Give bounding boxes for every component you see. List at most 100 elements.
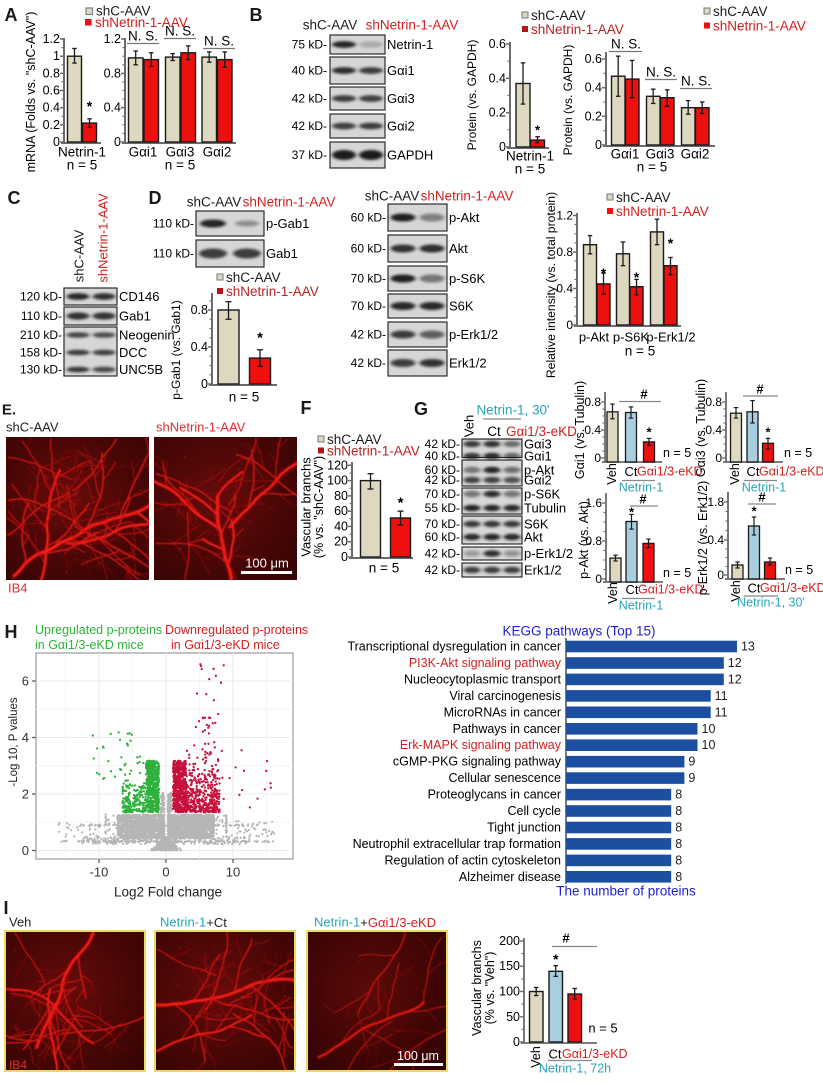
svg-text:Upregulated p-proteins: Upregulated p-proteins: [35, 623, 162, 637]
svg-text:*: *: [629, 505, 635, 520]
svg-text:0: 0: [22, 843, 29, 858]
svg-text:*: *: [601, 265, 607, 281]
svg-text:N. S.: N. S.: [611, 37, 641, 52]
svg-text:Gαi1: Gαi1: [524, 449, 552, 464]
svg-text:#: #: [756, 382, 764, 397]
svg-text:12: 12: [728, 656, 742, 670]
svg-text:20: 20: [334, 535, 348, 549]
svg-text:n = 5: n = 5: [165, 158, 195, 173]
svg-text:n = 5: n = 5: [784, 446, 812, 460]
svg-text:Netrin-1: Netrin-1: [619, 481, 664, 495]
svg-text:8: 8: [675, 804, 682, 818]
svg-text:Ct: Ct: [748, 581, 761, 596]
svg-text:158 kD-: 158 kD-: [20, 346, 62, 360]
svg-text:0.2: 0.2: [585, 109, 602, 123]
svg-text:#: #: [639, 492, 647, 507]
svg-text:n = 5: n = 5: [229, 390, 259, 405]
svg-text:CD146: CD146: [119, 289, 159, 304]
svg-text:130 kD-: 130 kD-: [20, 363, 62, 377]
svg-text:0.8: 0.8: [556, 245, 573, 259]
svg-text:42 kD-: 42 kD-: [292, 92, 327, 106]
svg-text:n = 5: n = 5: [625, 344, 655, 359]
svg-text:0.8: 0.8: [191, 303, 208, 317]
svg-text:Tight junction: Tight junction: [487, 820, 561, 834]
svg-text:*: *: [398, 495, 404, 512]
svg-text:75 kD-: 75 kD-: [292, 38, 327, 52]
svg-text:Tubulin: Tubulin: [524, 501, 566, 516]
svg-text:Netrin-1: Netrin-1: [387, 37, 433, 52]
svg-text:shC-AAV: shC-AAV: [226, 270, 281, 285]
svg-text:N. S.: N. S.: [128, 29, 158, 44]
svg-text:50: 50: [506, 1010, 520, 1024]
svg-text:Neutrophil extracellular trap: Neutrophil extracellular trap formation: [353, 837, 561, 851]
svg-text:*: *: [257, 330, 263, 347]
svg-text:#: #: [562, 931, 570, 946]
svg-text:0: 0: [201, 377, 208, 391]
svg-text:Gab1: Gab1: [119, 309, 151, 324]
svg-text:S6K: S6K: [524, 517, 549, 532]
svg-text:200: 200: [499, 934, 520, 948]
svg-text:H: H: [5, 622, 18, 642]
svg-text:shNetrin-1-AAV: shNetrin-1-AAV: [226, 284, 319, 299]
svg-text:60 kD-: 60 kD-: [351, 211, 386, 225]
svg-text:*: *: [765, 425, 771, 440]
svg-text:p-Akt (vs. Akt): p-Akt (vs. Akt): [577, 501, 591, 579]
svg-text:0.4: 0.4: [705, 423, 722, 437]
svg-text:shC-AAV: shC-AAV: [72, 229, 87, 282]
svg-text:shC-AAV: shC-AAV: [327, 432, 382, 447]
svg-text:0: 0: [114, 135, 121, 149]
svg-text:p-Akt: p-Akt: [449, 210, 480, 225]
svg-text:Pathways in cancer: Pathways in cancer: [453, 722, 561, 736]
svg-text:Ct: Ct: [487, 424, 501, 439]
svg-text:shNetrin-1-AAV: shNetrin-1-AAV: [96, 193, 111, 283]
svg-text:Gab1: Gab1: [266, 246, 298, 261]
svg-text:60 kD-: 60 kD-: [425, 463, 460, 477]
svg-text:in Gαi1/3-eKD mice: in Gαi1/3-eKD mice: [171, 638, 280, 652]
svg-text:37 kD-: 37 kD-: [292, 148, 327, 162]
svg-text:shNetrin-1-AAV: shNetrin-1-AAV: [366, 18, 459, 33]
svg-text:Cellular senescence: Cellular senescence: [448, 771, 561, 785]
svg-text:42 kD-: 42 kD-: [425, 547, 460, 561]
svg-text:mRNA (Folds vs. "shC-AAV"): mRNA (Folds vs. "shC-AAV"): [24, 12, 38, 173]
svg-text:Erk1/2: Erk1/2: [524, 563, 562, 578]
svg-text:N. S.: N. S.: [681, 74, 711, 89]
svg-text:Netrin-1: Netrin-1: [58, 145, 106, 160]
svg-text:n = 5: n = 5: [515, 162, 545, 177]
svg-text:0.8: 0.8: [705, 395, 722, 409]
svg-text:Netrin-1: Netrin-1: [742, 481, 787, 495]
svg-text:0: 0: [595, 572, 602, 586]
svg-text:11: 11: [715, 705, 728, 719]
svg-text:(% vs. "shC-AAV"): (% vs. "shC-AAV"): [312, 456, 326, 558]
svg-text:0.2: 0.2: [489, 106, 506, 120]
svg-text:0: 0: [53, 135, 60, 149]
svg-text:p-S6K: p-S6K: [613, 330, 649, 345]
svg-text:Alzheimer disease: Alzheimer disease: [459, 870, 561, 884]
svg-text:p-Erk1/2: p-Erk1/2: [449, 327, 498, 342]
svg-text:8: 8: [675, 788, 682, 802]
svg-text:100 μm: 100 μm: [245, 556, 289, 571]
svg-text:0: 0: [499, 140, 506, 154]
svg-text:Gαi3 (vs. Tubulin): Gαi3 (vs. Tubulin): [694, 379, 708, 477]
svg-text:0.2: 0.2: [43, 118, 60, 132]
svg-text:*: *: [668, 235, 674, 251]
svg-text:Veh: Veh: [529, 1046, 543, 1068]
svg-text:E.: E.: [2, 402, 16, 419]
svg-text:Relative intensity (vs. total: Relative intensity (vs. total protein): [544, 192, 558, 378]
svg-text:*: *: [535, 123, 541, 138]
svg-text:Netrin-1: Netrin-1: [619, 599, 664, 613]
svg-text:0: 0: [717, 568, 724, 582]
svg-text:1.2: 1.2: [104, 32, 121, 46]
svg-text:Gαi3: Gαi3: [166, 145, 195, 160]
svg-text:40 kD-: 40 kD-: [425, 449, 460, 463]
svg-text:Nucleocytoplasmic transport: Nucleocytoplasmic transport: [404, 672, 562, 686]
svg-text:110 kD-: 110 kD-: [153, 217, 194, 231]
svg-text:4: 4: [22, 730, 29, 745]
svg-text:shNetrin-1-AAV: shNetrin-1-AAV: [531, 22, 624, 37]
svg-text:G: G: [414, 399, 428, 419]
svg-text:S6K: S6K: [449, 299, 474, 314]
svg-text:Viral carcinogenesis: Viral carcinogenesis: [449, 689, 561, 703]
svg-text:0: 0: [715, 451, 722, 465]
svg-text:Veh: Veh: [606, 582, 620, 604]
svg-text:cGMP-PKG signaling pathway: cGMP-PKG signaling pathway: [393, 755, 562, 769]
svg-text:0.4: 0.4: [191, 340, 208, 354]
